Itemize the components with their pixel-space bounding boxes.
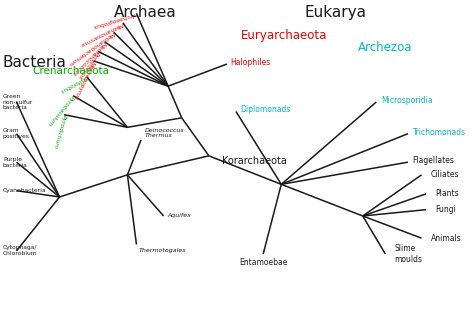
Text: Ciliates: Ciliates <box>430 170 459 179</box>
Text: Entamoebae: Entamoebae <box>239 258 287 267</box>
Text: Pyrodictium: Pyrodictium <box>52 114 66 149</box>
Text: Aquifex: Aquifex <box>167 213 191 218</box>
Text: Methanobacterium: Methanobacterium <box>67 30 115 66</box>
Text: Methanopyrus: Methanopyrus <box>73 60 96 100</box>
Text: Fungi: Fungi <box>435 205 456 214</box>
Text: Diplomonads: Diplomonads <box>240 106 291 114</box>
Text: Deinococcus
Thermus: Deinococcus Thermus <box>145 128 184 138</box>
Text: Archaea: Archaea <box>114 5 177 20</box>
Text: Crenarchaeota: Crenarchaeota <box>32 66 109 75</box>
Text: Animals: Animals <box>430 234 461 243</box>
Text: Bacteria: Bacteria <box>3 54 67 70</box>
Text: Cyanobacteria: Cyanobacteria <box>3 188 46 193</box>
Text: Slime
moulds: Slime moulds <box>394 244 422 264</box>
Text: Methanococcus: Methanococcus <box>71 40 107 76</box>
Text: Plants: Plants <box>435 189 459 198</box>
Text: Euryarchaeota: Euryarchaeota <box>240 29 327 42</box>
Text: Korarchaeota: Korarchaeota <box>222 156 287 166</box>
Text: Archezoa: Archezoa <box>358 41 413 54</box>
Text: Methanosarcina: Methanosarcina <box>80 21 124 46</box>
Text: Pyrobaculum: Pyrobaculum <box>46 94 75 127</box>
Text: Halophiles: Halophiles <box>230 58 271 67</box>
Text: Thermotogales: Thermotogales <box>139 248 186 253</box>
Text: Pyrococcus: Pyrococcus <box>77 50 100 80</box>
Text: Green
non-sulfur
bacteria: Green non-sulfur bacteria <box>3 94 33 110</box>
Text: Purple
bacteria: Purple bacteria <box>3 157 27 168</box>
Text: Trichomonads: Trichomonads <box>412 128 465 137</box>
Text: Sulfolobus: Sulfolobus <box>59 74 88 94</box>
Text: Microsporidia: Microsporidia <box>381 96 432 105</box>
Text: Gram
positives: Gram positives <box>3 128 30 139</box>
Text: Eukarya: Eukarya <box>305 5 366 20</box>
Text: Archaeoglobus: Archaeoglobus <box>94 11 137 29</box>
Text: Flagellates: Flagellates <box>412 156 455 165</box>
Text: Cytophaga/
Chlorobium: Cytophaga/ Chlorobium <box>3 245 37 256</box>
